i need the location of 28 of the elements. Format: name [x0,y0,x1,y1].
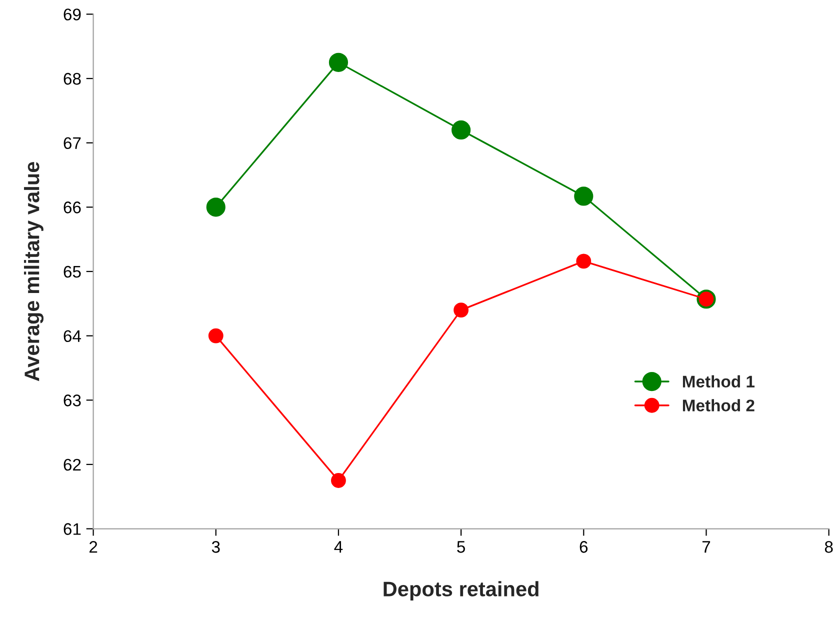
legend-label: Method 1 [682,375,755,388]
y-tick-label: 64 [64,330,82,342]
point [454,302,469,318]
x-tick-label: 3 [212,541,220,553]
point [576,254,592,269]
y-axis-title: Average military value [24,162,44,382]
y-tick-label: 66 [64,202,81,214]
point [328,52,348,72]
point [208,328,224,344]
x-tick-label: 7 [702,541,710,553]
y-tick-label: 65 [64,266,81,278]
y-tick-label: 68 [64,72,81,85]
point [452,120,471,140]
x-axis-title: Depots retained [384,581,538,601]
x-tick-label: 2 [90,541,98,553]
y-tick-label: 62 [64,458,81,471]
x-tick-label: 4 [334,541,343,553]
point [206,198,226,217]
legend-label: Method 2 [682,399,754,412]
y-tick-label: 67 [64,137,81,150]
y-tick-label: 63 [64,394,81,406]
x-tick-label: 6 [580,541,588,553]
x-tick-label: 8 [824,541,833,553]
y-tick-label: 69 [64,8,81,20]
x-tick-label: 5 [457,541,465,553]
point [574,186,594,206]
y-tick-label: 61 [64,523,81,535]
point [331,473,346,488]
